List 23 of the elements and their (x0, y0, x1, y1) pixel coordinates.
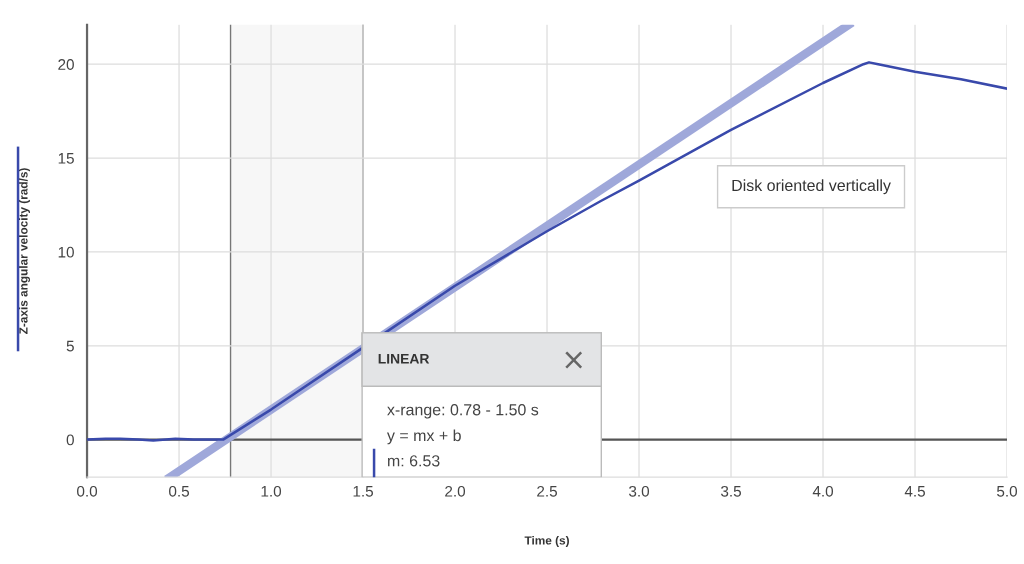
annotation: LINEAR (378, 354, 430, 364)
x-tick-label: 1.5 (353, 486, 374, 497)
y-tick-label: 15 (58, 153, 74, 164)
y-tick-label: 10 (58, 246, 74, 258)
x-tick-label: 0.5 (169, 485, 190, 497)
y-tick-label: 20 (58, 59, 74, 70)
x-tick-label: 3.5 (720, 485, 741, 497)
x-tick-label: 4.0 (812, 485, 834, 497)
annotation: x-range: 0.78 - 1.50 s (387, 404, 539, 419)
x-tick-label: 0.0 (77, 485, 98, 497)
y-tick-label: 5 (66, 340, 74, 352)
x-tick-label: 2.5 (537, 485, 557, 497)
x-tick-label: 5.0 (996, 485, 1018, 497)
x-tick-label: 2.0 (445, 485, 466, 497)
x-tick-label: 3.0 (628, 485, 650, 497)
annotation: Disk oriented vertically (732, 179, 891, 195)
x-tick-label: 4.5 (904, 486, 925, 497)
annotation: m: 6.53 (388, 455, 440, 467)
x-axis-title: Time (s) (524, 535, 569, 547)
y-axis-title: Z-axis angular velocity (rad/s) (18, 168, 30, 334)
y-tick-label: 0 (66, 434, 74, 446)
annotation: y = mx + b (386, 429, 461, 445)
x-tick-label: 1.0 (261, 485, 282, 497)
